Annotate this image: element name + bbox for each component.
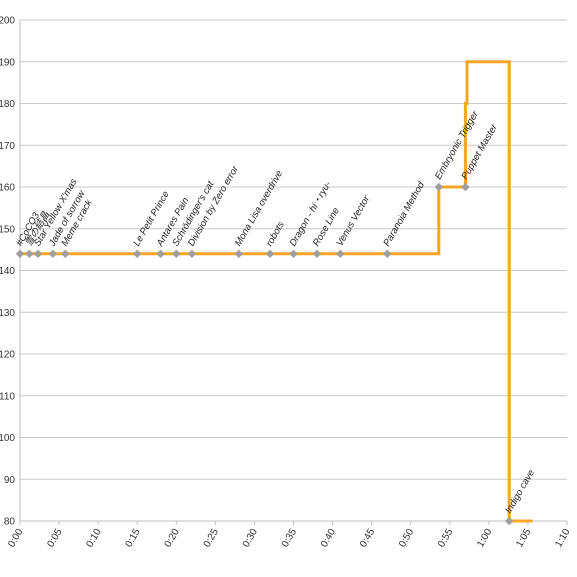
gridlines — [20, 19, 567, 522]
y-tick-label: 180 — [0, 99, 15, 110]
x-tick-label: 0:15 — [124, 527, 143, 550]
y-tick-label: 120 — [0, 350, 15, 361]
song-marker — [25, 249, 34, 258]
song-label: Paranoia Method — [381, 180, 427, 249]
song-marker — [15, 249, 25, 258]
y-tick-label: 130 — [0, 308, 15, 319]
x-tick-label: 1:00 — [475, 527, 494, 550]
song-marker — [48, 249, 58, 258]
x-tick-labels: 0:00 0:05 0:10 0:15 0:20 0:25 0:30 0:35 0:40 0:45… — [6, 527, 572, 550]
song-marker — [187, 249, 197, 258]
x-tick-label: 0:25 — [202, 527, 221, 550]
y-tick-label: 110 — [0, 391, 15, 402]
song-marker — [61, 249, 70, 258]
tempo-line — [20, 60, 533, 523]
song-marker — [383, 249, 392, 258]
song-marker — [461, 182, 470, 192]
song-marker — [289, 249, 298, 258]
y-tick-label: 170 — [0, 141, 15, 152]
series-lines — [20, 60, 533, 523]
song-label: Venus Vector — [334, 193, 372, 248]
y-tick-label: 90 — [4, 475, 16, 486]
x-tick-label: 0:50 — [397, 527, 416, 550]
song-marker — [33, 249, 43, 258]
y-tick-label: 80 — [4, 517, 16, 528]
x-tick-label: 0:40 — [319, 527, 338, 550]
x-tick-label: 1:05 — [514, 527, 533, 550]
song-marker — [434, 182, 444, 192]
song-marker — [234, 249, 243, 258]
song-marker — [133, 249, 142, 258]
axes — [19, 20, 568, 525]
y-tick-label: 100 — [0, 433, 15, 444]
y-tick-label: 140 — [0, 266, 15, 277]
x-tick-label: 0:10 — [84, 527, 103, 550]
song-markers — [15, 182, 514, 526]
song-marker — [172, 249, 181, 258]
x-tick-label: 1:10 — [553, 527, 572, 550]
y-tick-label: 150 — [0, 224, 15, 235]
x-tick-label: 0:05 — [45, 527, 64, 550]
y-tick-label: 200 — [0, 16, 15, 27]
song-marker — [312, 249, 322, 258]
x-tick-label: 0:45 — [358, 527, 377, 550]
song-marker — [504, 516, 514, 526]
x-tick-label: 0:35 — [280, 527, 299, 550]
y-tick-label: 160 — [0, 183, 15, 194]
y-tick-label: 190 — [0, 57, 15, 68]
song-marker — [156, 249, 165, 258]
song-marker — [336, 249, 345, 258]
x-tick-label: 0:30 — [241, 527, 260, 550]
x-tick-label: 0:00 — [6, 527, 25, 550]
x-tick-label: 0:55 — [436, 527, 455, 550]
x-tick-label: 0:20 — [163, 527, 182, 550]
song-marker — [265, 249, 275, 258]
song-label: robots — [264, 220, 287, 249]
y-tick-labels: 80 90 100 110 120 130 140 150 160 170 180 190 200 — [0, 16, 15, 528]
